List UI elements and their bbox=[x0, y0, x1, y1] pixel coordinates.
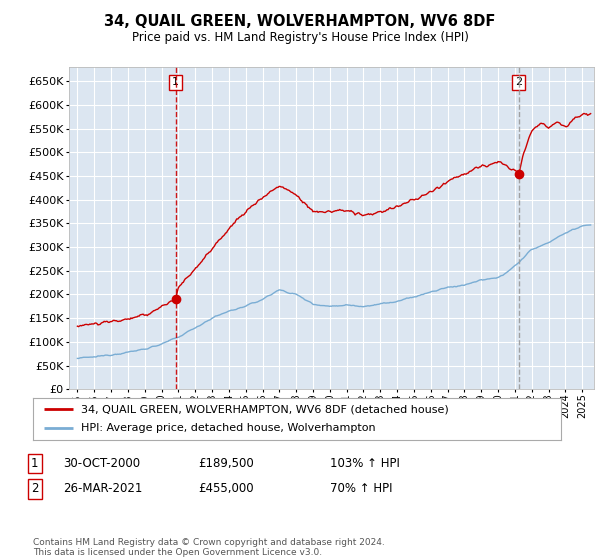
Text: 2: 2 bbox=[31, 482, 38, 496]
Text: 34, QUAIL GREEN, WOLVERHAMPTON, WV6 8DF (detached house): 34, QUAIL GREEN, WOLVERHAMPTON, WV6 8DF … bbox=[80, 404, 448, 414]
Text: 70% ↑ HPI: 70% ↑ HPI bbox=[330, 482, 392, 496]
Text: 30-OCT-2000: 30-OCT-2000 bbox=[63, 457, 140, 470]
Text: 34, QUAIL GREEN, WOLVERHAMPTON, WV6 8DF: 34, QUAIL GREEN, WOLVERHAMPTON, WV6 8DF bbox=[104, 14, 496, 29]
Text: Contains HM Land Registry data © Crown copyright and database right 2024.
This d: Contains HM Land Registry data © Crown c… bbox=[33, 538, 385, 557]
Text: £455,000: £455,000 bbox=[198, 482, 254, 496]
Text: 1: 1 bbox=[31, 457, 38, 470]
Text: 103% ↑ HPI: 103% ↑ HPI bbox=[330, 457, 400, 470]
Text: HPI: Average price, detached house, Wolverhampton: HPI: Average price, detached house, Wolv… bbox=[80, 423, 375, 433]
Text: £189,500: £189,500 bbox=[198, 457, 254, 470]
Text: Price paid vs. HM Land Registry's House Price Index (HPI): Price paid vs. HM Land Registry's House … bbox=[131, 31, 469, 44]
Text: 26-MAR-2021: 26-MAR-2021 bbox=[63, 482, 142, 496]
Text: 1: 1 bbox=[172, 77, 179, 87]
Text: 2: 2 bbox=[515, 77, 523, 87]
